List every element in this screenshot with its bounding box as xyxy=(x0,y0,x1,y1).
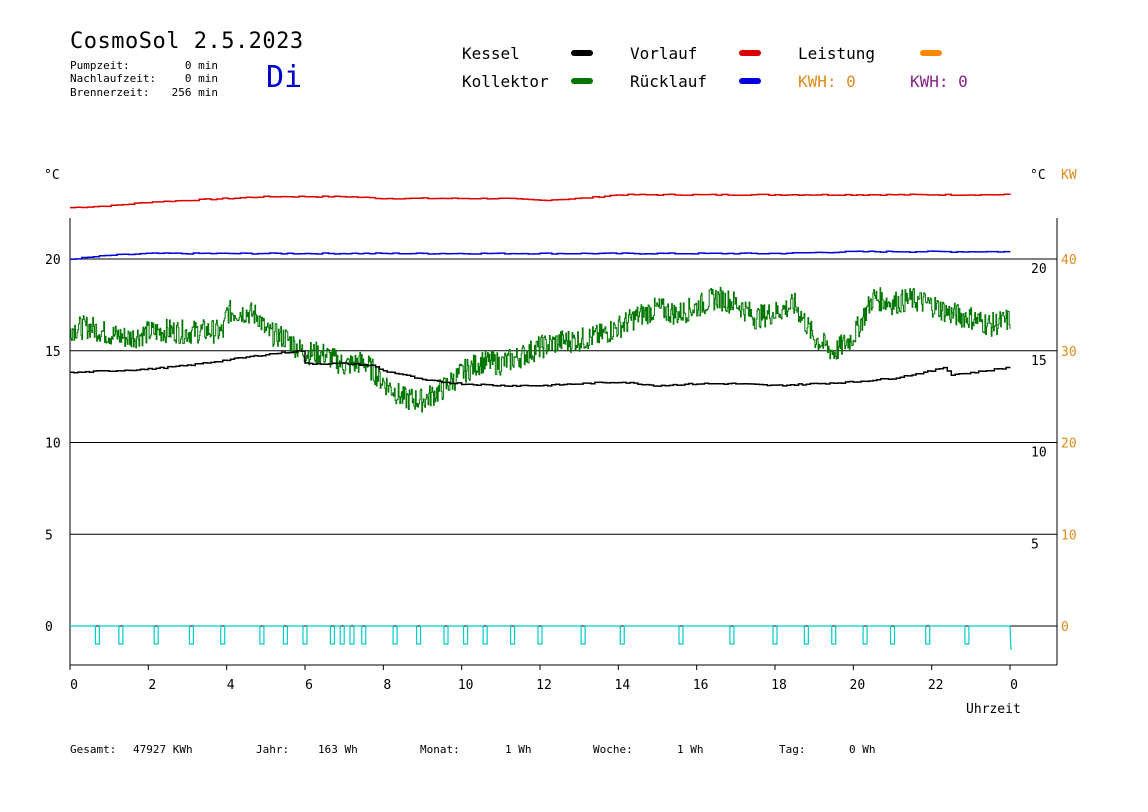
legend-kollektor-label: Kollektor xyxy=(462,72,549,91)
x-tick-label-4: 8 xyxy=(383,678,391,693)
stat-brennerzeit-label: Brennerzeit: xyxy=(70,86,150,99)
x-tick-label-12: 0 xyxy=(1010,678,1018,693)
x-tick-label-11: 22 xyxy=(928,678,944,693)
x-tick-label-1: 2 xyxy=(148,678,156,693)
kw-axis-unit: KW xyxy=(1061,168,1077,183)
x-tick-label-0: 0 xyxy=(70,678,78,693)
footer-monat-value: 1 Wh xyxy=(505,743,532,756)
kw-tick-20: 20 xyxy=(1061,437,1077,452)
footer-jahr-label: Jahr: xyxy=(256,743,290,756)
footer-woche-value: 1 Wh xyxy=(677,743,704,756)
footer-tag-value: 0 Wh xyxy=(849,743,876,756)
y-tick-left-20: 20 xyxy=(45,253,61,268)
legend-kollektor-swatch xyxy=(571,78,593,84)
y-tick-right-10: 10 xyxy=(1031,446,1047,461)
legend-leistung-label: Leistung xyxy=(798,44,876,63)
footer-monat-label: Monat: xyxy=(420,743,460,756)
y-tick-right-20: 20 xyxy=(1031,262,1047,277)
left-axis-unit: °C xyxy=(44,168,60,183)
y-tick-left-5: 5 xyxy=(45,528,53,543)
kw-tick-0: 0 xyxy=(1061,620,1069,635)
right-axis-unit: °C xyxy=(1030,168,1046,183)
y-tick-left-10: 10 xyxy=(45,437,61,452)
stat-nachlaufzeit-value: 0 min xyxy=(184,72,218,85)
legend-kessel-label: Kessel xyxy=(462,44,520,63)
app-title: CosmoSol 2.5.2023 xyxy=(70,29,304,54)
pump-signal-line xyxy=(70,625,1012,651)
y-tick-left-15: 15 xyxy=(45,345,61,360)
stat-pumpzeit-value: 0 min xyxy=(184,59,218,72)
x-tick-label-8: 16 xyxy=(693,678,709,693)
footer-woche-label: Woche: xyxy=(593,743,633,756)
stat-pumpzeit-label: Pumpzeit: xyxy=(70,59,130,72)
legend-vorlauf-label: Vorlauf xyxy=(630,44,698,63)
y-tick-right-15: 15 xyxy=(1031,354,1047,369)
kw-tick-10: 10 xyxy=(1061,528,1077,543)
x-tick-label-6: 12 xyxy=(536,678,552,693)
kwh-orange-readout: KWH: 0 xyxy=(798,72,856,91)
footer-tag-label: Tag: xyxy=(779,743,806,756)
kwh-purple-readout: KWH: 0 xyxy=(910,72,968,91)
x-tick-label-10: 20 xyxy=(850,678,866,693)
stat-brennerzeit-value: 256 min xyxy=(171,86,218,99)
legend-vorlauf-swatch xyxy=(739,50,761,56)
series-vorlauf-line xyxy=(70,193,1011,209)
legend-kessel-swatch xyxy=(571,50,593,56)
legend-ruecklauf-swatch xyxy=(739,78,761,84)
x-axis-label: Uhrzeit xyxy=(966,702,1021,717)
stat-nachlaufzeit-label: Nachlaufzeit: xyxy=(70,72,157,85)
kw-tick-40: 40 xyxy=(1061,253,1077,268)
legend-leistung-swatch xyxy=(920,50,942,56)
series-kessel-line xyxy=(70,349,1011,388)
x-tick-label-2: 4 xyxy=(227,678,235,693)
y-tick-right-5: 5 xyxy=(1031,537,1039,552)
x-tick-label-9: 18 xyxy=(771,678,787,693)
x-tick-label-5: 10 xyxy=(458,678,474,693)
kw-tick-30: 30 xyxy=(1061,345,1077,360)
footer-jahr-value: 163 Wh xyxy=(318,743,358,756)
weekday-label: Di xyxy=(266,60,303,95)
series-kollektor-line xyxy=(70,286,1011,413)
x-tick-label-3: 6 xyxy=(305,678,313,693)
series-ruecklauf-line xyxy=(70,250,1011,260)
footer-gesamt-label: Gesamt: xyxy=(70,743,117,756)
footer-gesamt-value: 47927 KWh xyxy=(133,743,193,756)
legend-ruecklauf-label: Rücklauf xyxy=(630,72,708,91)
y-tick-left-0: 0 xyxy=(45,620,53,635)
x-tick-label-7: 14 xyxy=(615,678,631,693)
